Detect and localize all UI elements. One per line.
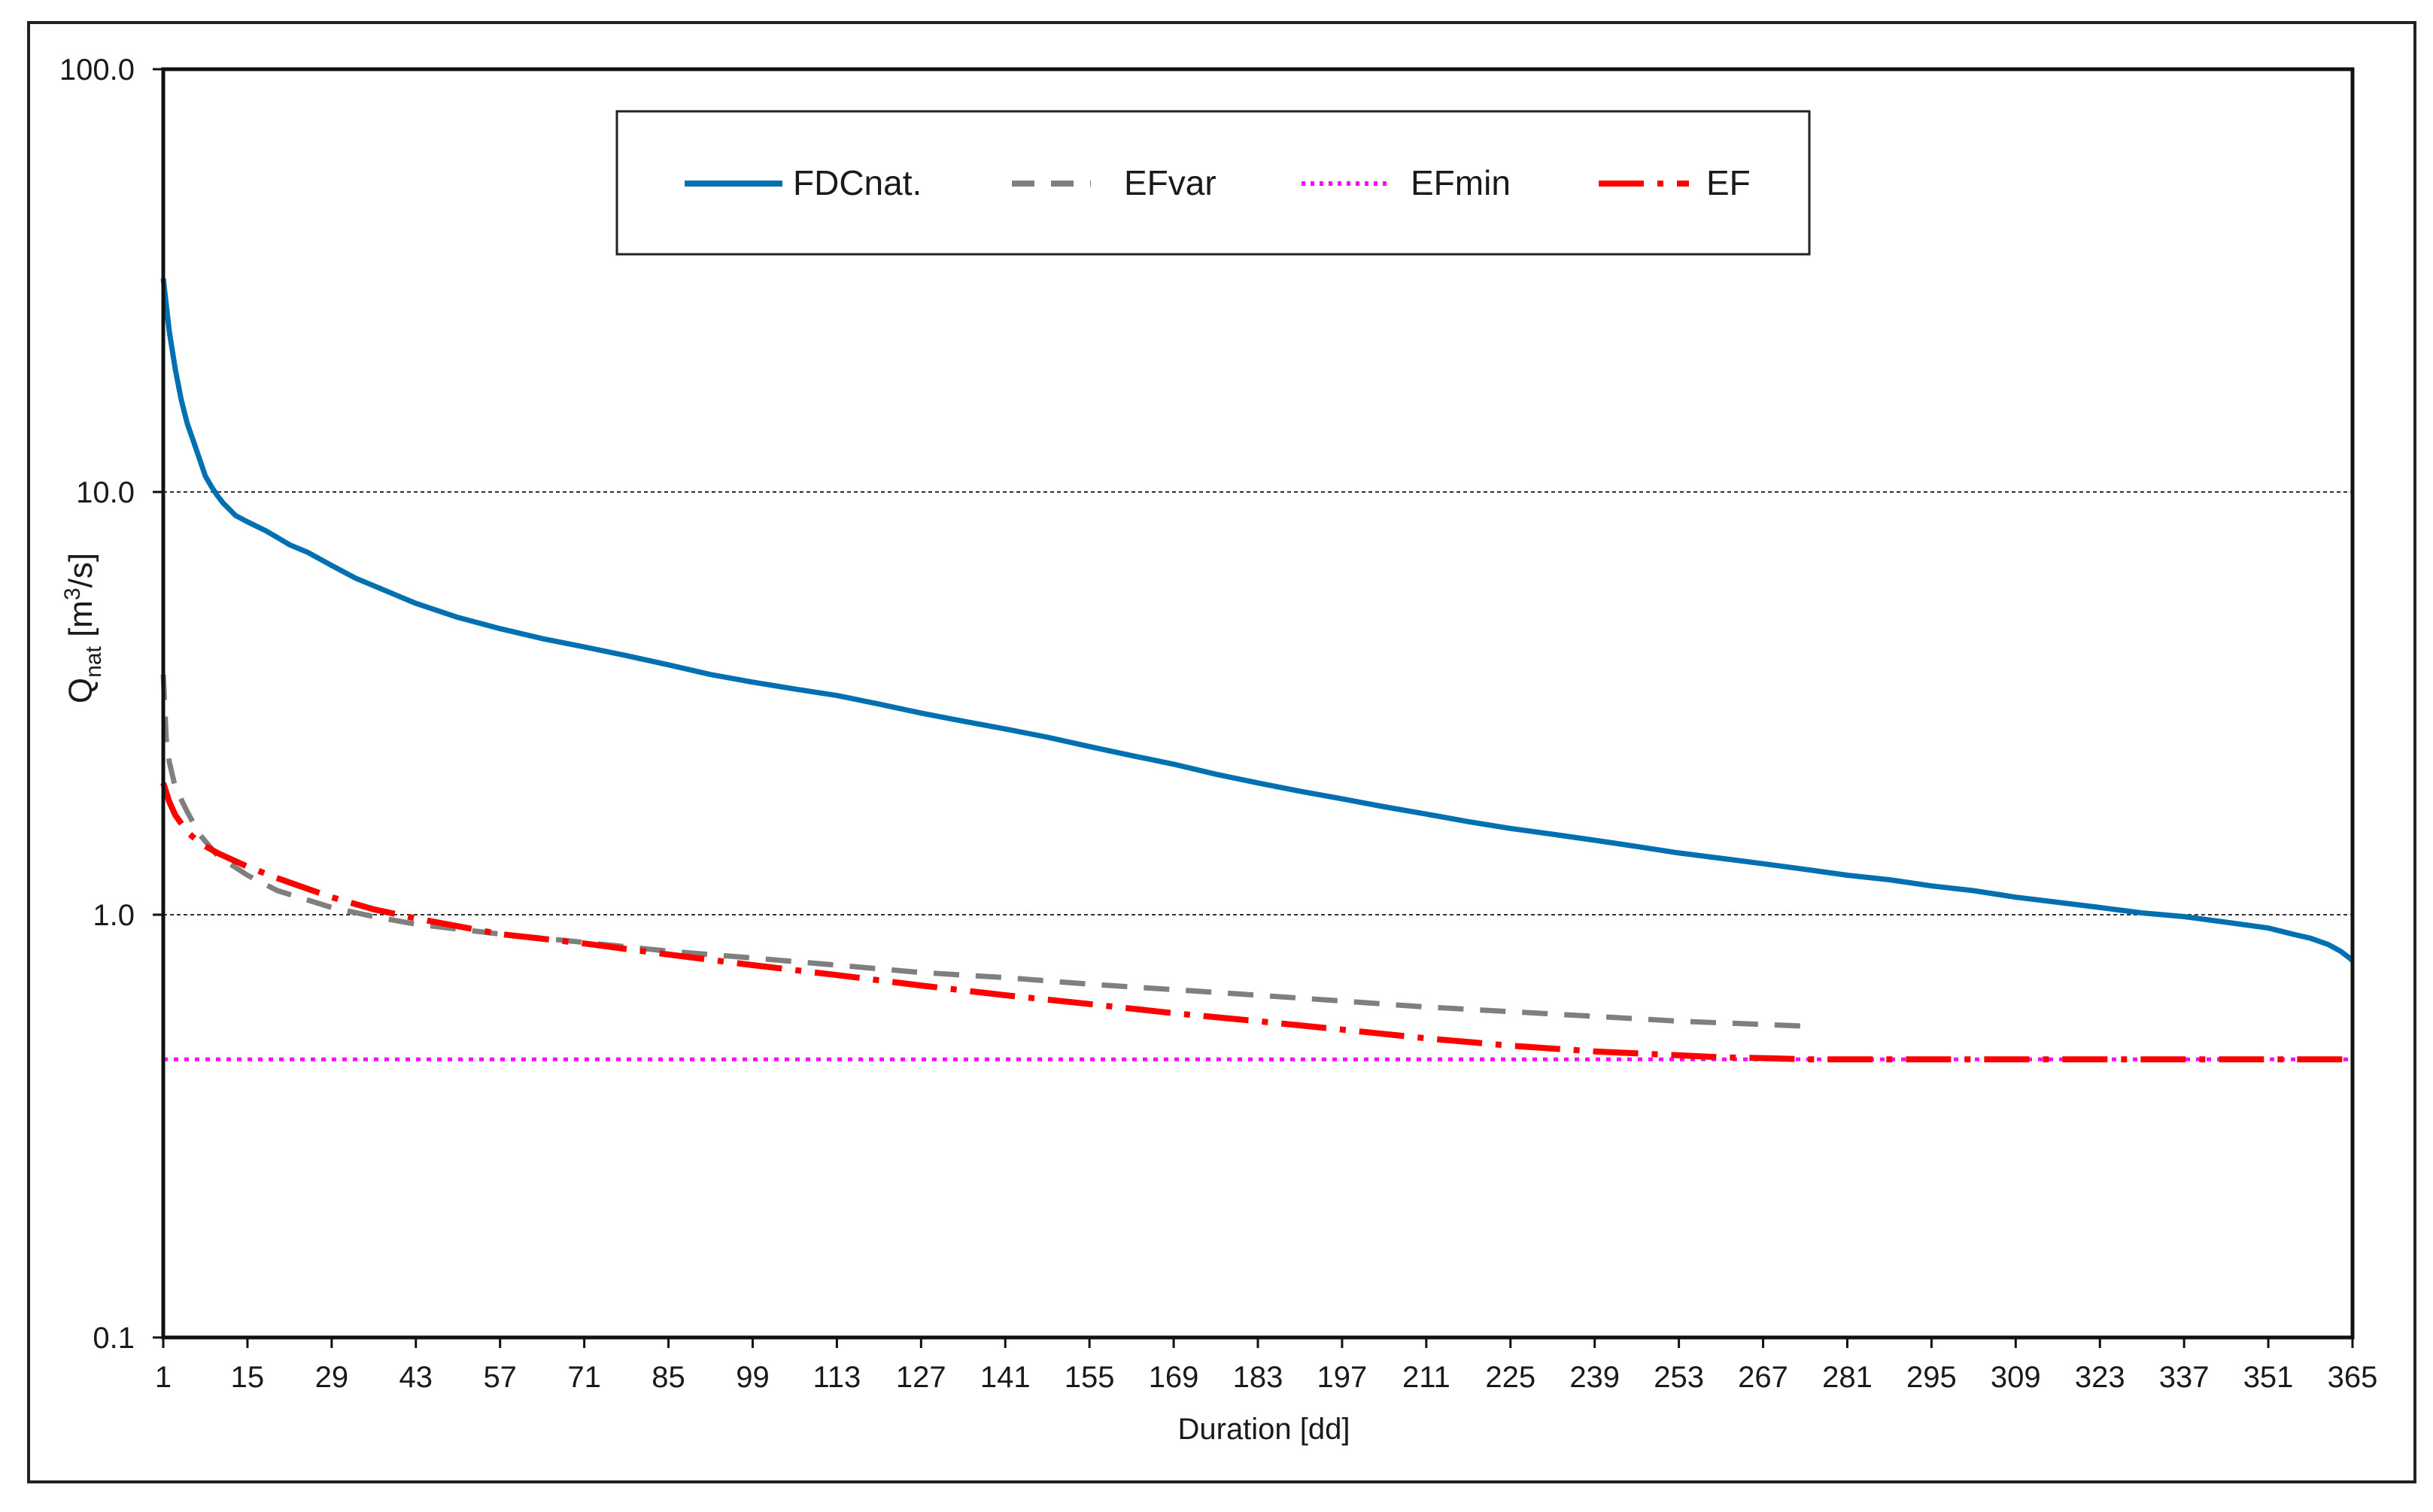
x-tick-label: 183 <box>1233 1361 1283 1394</box>
grid-layer <box>163 491 2353 915</box>
x-tick-label: 169 <box>1149 1361 1199 1394</box>
x-tick-label: 71 <box>567 1361 601 1394</box>
y-tick-label: 1.0 <box>93 899 135 932</box>
x-tick-label: 155 <box>1065 1361 1115 1394</box>
x-tick-label: 29 <box>315 1361 349 1394</box>
x-tick-label: 267 <box>1738 1361 1788 1394</box>
series-line-ef <box>160 782 2353 1063</box>
x-tick-label: 351 <box>2243 1361 2294 1394</box>
legend-label-efmin: EFmin <box>1411 163 1511 202</box>
series-line-fdcnat <box>160 278 2355 963</box>
x-tick-label: 113 <box>813 1361 861 1394</box>
series-line-efvar <box>160 674 1811 1036</box>
x-tick-label: 127 <box>896 1361 946 1394</box>
legend-label-efvar: EFvar <box>1124 163 1216 202</box>
x-tick-label: 239 <box>1569 1361 1620 1394</box>
x-tick-label: 365 <box>2328 1361 2378 1394</box>
x-tick-label: 85 <box>652 1361 685 1394</box>
x-tick-label: 281 <box>1822 1361 1873 1394</box>
x-axis-title: Duration [dd] <box>1177 1413 1350 1446</box>
x-tick-label: 99 <box>736 1361 770 1394</box>
y-axis-title: Qnat [m3/s] <box>60 553 106 703</box>
legend-label-fdcnat: FDCnat. <box>793 163 922 202</box>
axis-layer: 1 15 29 43 57 71 85 99 113 127 141 155 169 183 197 211 2… <box>59 53 2377 1394</box>
y-tick-label: 0.1 <box>93 1322 135 1355</box>
x-tick-label: 197 <box>1317 1361 1368 1394</box>
x-tick-label: 225 <box>1485 1361 1535 1394</box>
series-layer <box>160 278 2355 1063</box>
x-tick-label: 43 <box>399 1361 433 1394</box>
x-tick-label: 309 <box>1991 1361 2041 1394</box>
x-tick-label: 211 <box>1402 1361 1450 1394</box>
y-axis-title-subscript: nat <box>81 645 106 677</box>
x-tick-label: 337 <box>2159 1361 2210 1394</box>
y-axis-title-unit-end: /s] <box>62 553 99 587</box>
x-tick-label: 141 <box>980 1361 1031 1394</box>
x-tick-label: 57 <box>483 1361 517 1394</box>
x-tick-label: 15 <box>231 1361 265 1394</box>
y-tick-label: 100.0 <box>59 53 135 87</box>
plot-area <box>163 69 2353 1337</box>
x-tick-label: 323 <box>2075 1361 2125 1394</box>
x-tick-label: 1 <box>155 1361 172 1394</box>
x-tick-label: 295 <box>1906 1361 1957 1394</box>
legend-label-ef: EF <box>1706 163 1751 202</box>
y-axis-title-main: Q <box>62 678 99 703</box>
y-tick-label: 10.0 <box>76 476 135 509</box>
y-axis-title-unit-superscript: 3 <box>60 587 85 600</box>
y-axis-title-unit: [m <box>62 600 99 646</box>
legend: FDCnat. EFvar EFmin EF <box>615 110 1811 256</box>
x-tick-label: 253 <box>1654 1361 1704 1394</box>
